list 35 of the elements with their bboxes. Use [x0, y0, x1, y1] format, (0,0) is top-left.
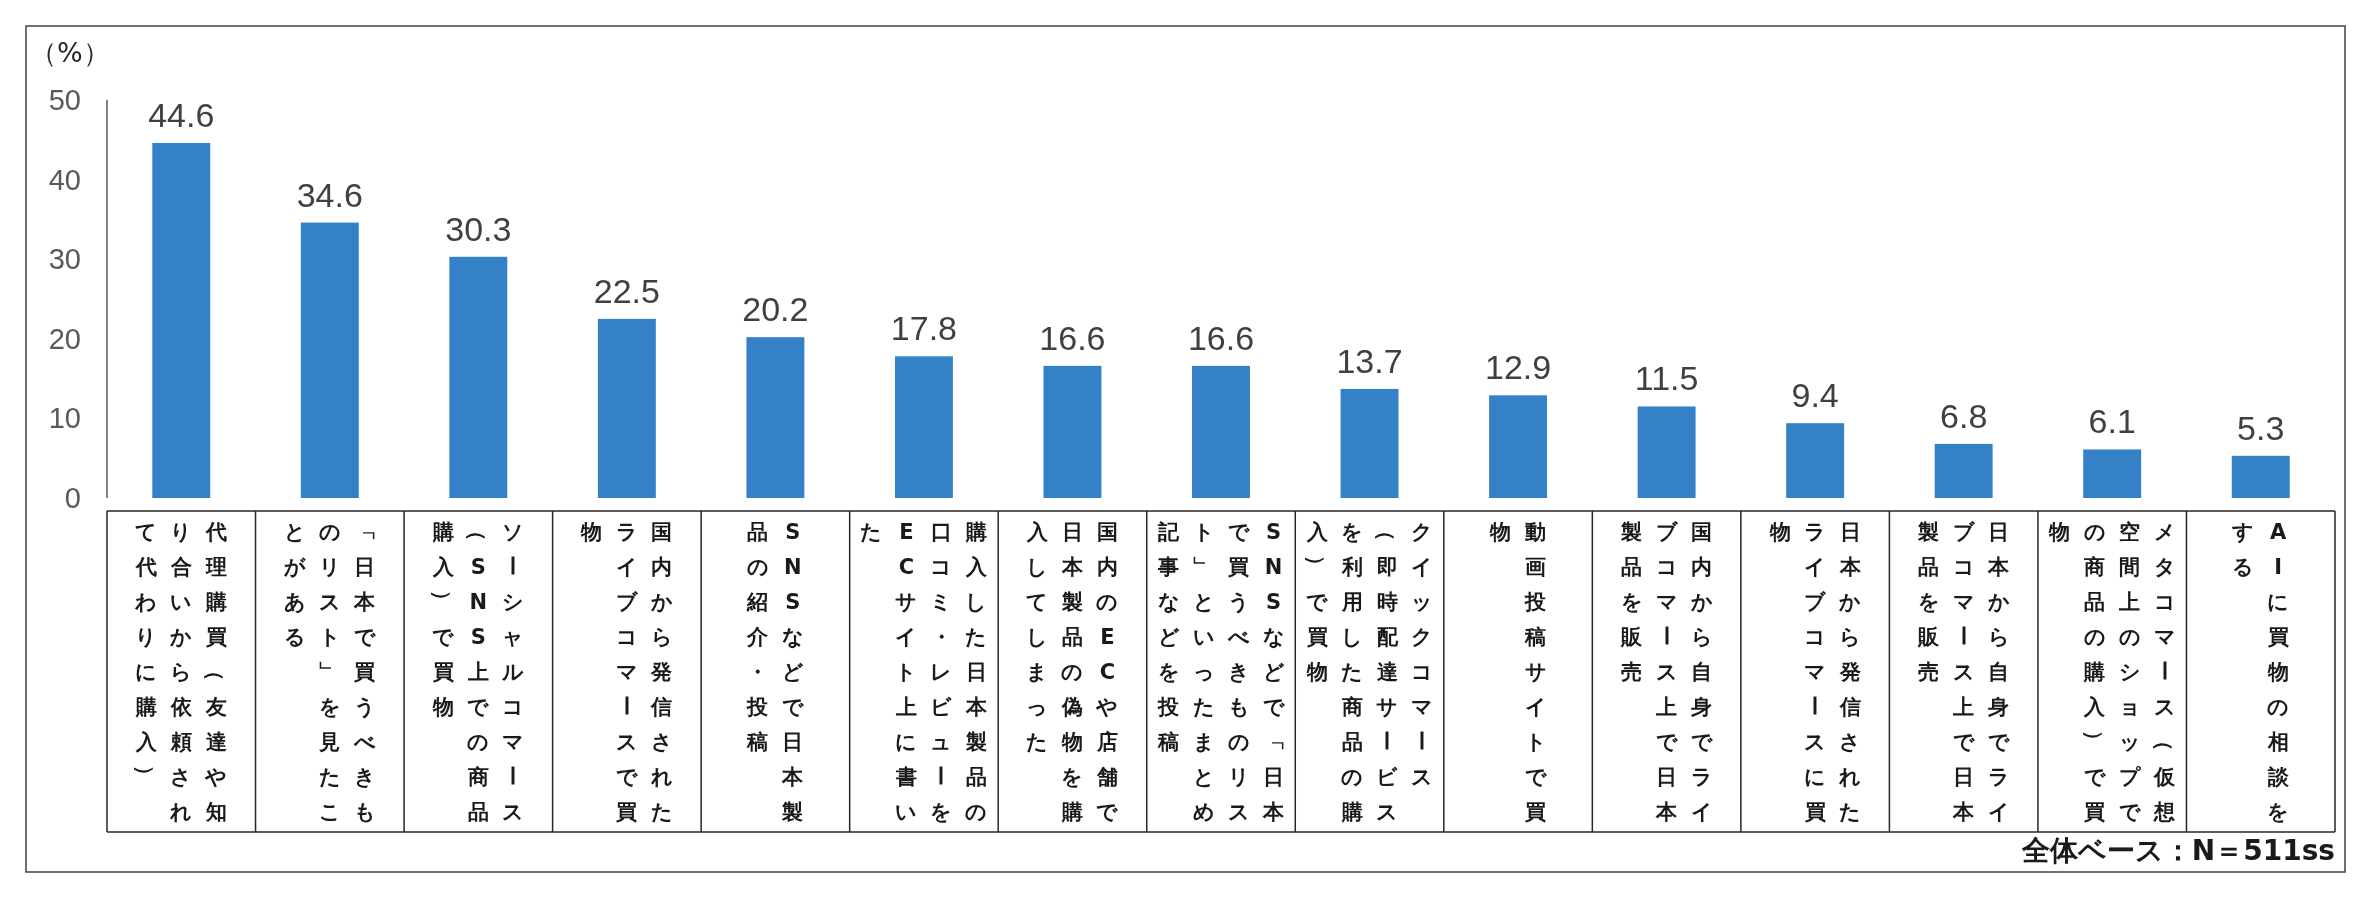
data-label: 9.4 [1791, 376, 1839, 415]
x-tick-label: 国内のECや店舗で日本製品の偽物を購入してしまった [1026, 519, 1119, 824]
data-label: 11.5 [1634, 359, 1699, 398]
x-tick-label: 代理購買（友達や知り合いから依頼されて代わりに購入） [133, 519, 228, 824]
data-label: 30.3 [445, 209, 512, 248]
data-label: 6.1 [2088, 402, 2136, 441]
y-tick-label: 40 [48, 163, 81, 196]
y-tick-label: 0 [64, 482, 81, 514]
data-label: 5.3 [2237, 408, 2285, 447]
x-tick-label: 日本から自身でライブコマース上で日本製品を販売 [1917, 519, 2010, 824]
data-label: 12.9 [1484, 348, 1552, 387]
data-label: 17.8 [890, 309, 958, 348]
x-tick-label: 日本から発信されたライブコマースに買物 [1769, 519, 1862, 824]
note: 全体ベース：N＝511ss [2021, 834, 2335, 867]
x-tick-label: 国内から自身でライブコマース上で日本製品を販売 [1620, 519, 1713, 824]
data-label: 6.8 [1940, 396, 1988, 435]
data-label: 44.6 [148, 96, 215, 134]
x-tick-label: メタコマース（仮想空間上のショップでの商品の購入）で買物 [2049, 519, 2176, 824]
y-tick-label: 20 [48, 322, 81, 355]
x-tick-label: クイックコマース（即時配達サービスを利用した商品の購入）で買物 [1304, 519, 1434, 824]
data-label: 22.5 [593, 271, 660, 310]
x-tick-label: 購入した日本製品の口コミ・レビューをECサイト上に書いた [860, 519, 988, 824]
data-label: 16.6 [1039, 318, 1106, 357]
data-label: 16.6 [1187, 318, 1255, 357]
y-tick-label: 10 [48, 402, 81, 435]
data-label: 34.6 [296, 175, 363, 214]
data-label: 20.2 [742, 290, 809, 329]
data-label: 13.7 [1336, 341, 1403, 380]
y-axis-title: （%） [30, 36, 110, 68]
y-tick-label: 50 [48, 84, 81, 116]
x-tick-label: 「日本で買うべきものリスト」を見たことがある [283, 519, 376, 824]
x-tick-label: AIに買物の相談をする [2232, 519, 2290, 824]
y-tick-label: 30 [48, 243, 81, 276]
x-tick-label: 国内から発信されたライブコマースで買物 [581, 519, 673, 824]
x-tick-label: 動画投稿サイトで買物 [1490, 519, 1547, 824]
